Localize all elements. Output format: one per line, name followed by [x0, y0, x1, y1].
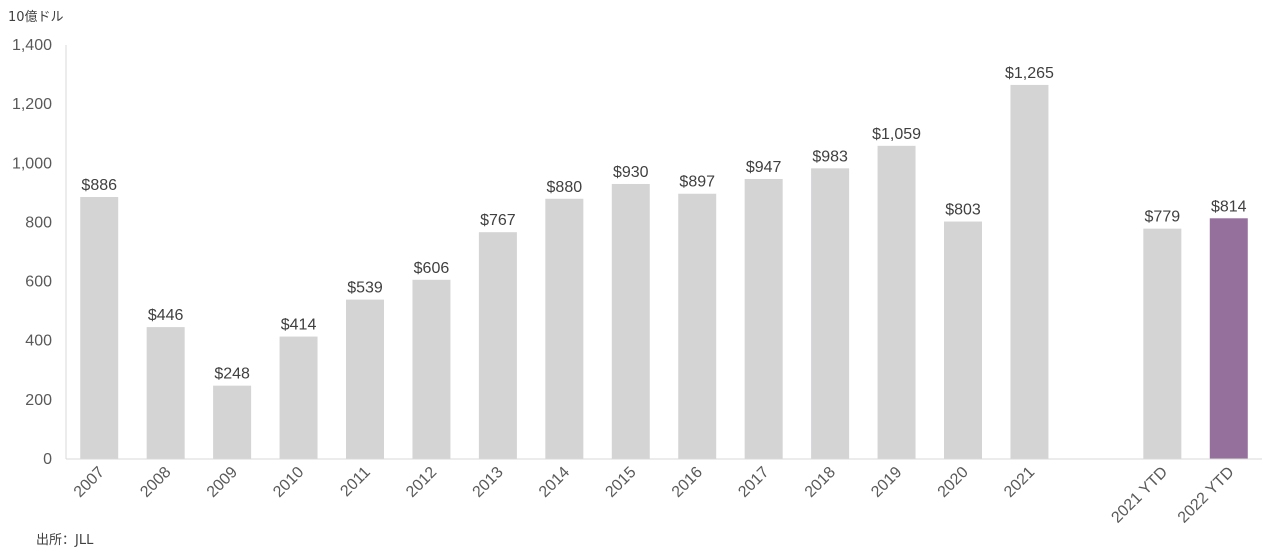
x-tick-label: 2009: [204, 464, 241, 501]
y-tick-label: 600: [25, 274, 52, 291]
data-label: $1,059: [872, 126, 921, 143]
x-tick-label: 2022 YTD: [1175, 464, 1238, 527]
data-label: $606: [414, 260, 450, 277]
bar-2016: [678, 193, 717, 459]
y-tick-label: 1,000: [12, 155, 52, 172]
y-tick-label: 400: [25, 333, 52, 350]
x-tick-label: 2014: [536, 464, 573, 501]
bar-2015: [611, 183, 650, 459]
y-axis-unit-label: 10億ドル: [8, 10, 64, 25]
x-tick-label: 2019: [868, 464, 905, 501]
y-tick-label: 200: [25, 392, 52, 409]
x-tick-label: 2015: [602, 464, 639, 501]
x-tick-label: 2020: [935, 464, 972, 501]
data-label: $779: [1145, 209, 1181, 226]
bar-2017: [744, 178, 783, 460]
bar-2013: [478, 232, 517, 459]
bar-2018: [811, 168, 850, 459]
data-label: $803: [945, 202, 981, 219]
data-label: $983: [812, 148, 848, 165]
data-label: $814: [1211, 198, 1247, 215]
x-tick-label: 2018: [802, 464, 839, 501]
bar-2021-ytd: [1143, 228, 1182, 459]
data-label: $248: [214, 366, 250, 383]
bar-2009: [213, 385, 252, 459]
bar-2020: [944, 221, 982, 459]
bar-2019: [877, 145, 916, 460]
data-label: $1,265: [1005, 65, 1054, 82]
bar-2014: [545, 198, 584, 459]
bar-2007: [80, 196, 119, 460]
data-label: $539: [347, 280, 383, 297]
data-label: $767: [480, 212, 516, 229]
bar-2010: [279, 336, 318, 459]
data-label: $880: [547, 179, 583, 196]
data-label: $947: [746, 159, 782, 176]
bar-2012: [412, 279, 451, 459]
bar-2022-ytd: [1209, 218, 1248, 459]
y-tick-label: 1,400: [12, 37, 52, 54]
x-tick-label: 2011: [337, 464, 373, 500]
x-tick-label: 2021: [1001, 464, 1038, 501]
source-note: 出所：JLL: [36, 533, 94, 548]
bar-2011: [346, 299, 384, 459]
x-tick-label: 2008: [137, 464, 174, 501]
y-tick-label: 0: [43, 451, 52, 468]
x-tick-label: 2017: [735, 464, 772, 501]
data-label: $886: [81, 177, 117, 194]
x-tick-label: 2013: [470, 464, 507, 501]
x-tick-label: 2010: [270, 464, 307, 501]
data-label: $446: [148, 307, 184, 324]
bar-2021: [1010, 84, 1049, 460]
y-tick-label: 800: [25, 214, 52, 231]
y-tick-label: 1,200: [12, 96, 52, 113]
x-tick-label: 2007: [71, 464, 108, 501]
x-tick-label: 2016: [669, 464, 706, 501]
x-tick-label: 2021 YTD: [1108, 464, 1171, 527]
data-label: $897: [679, 174, 715, 191]
data-label: $930: [613, 164, 649, 181]
bar-2008: [146, 327, 185, 459]
data-label: $414: [281, 317, 317, 334]
x-tick-label: 2012: [403, 464, 440, 501]
